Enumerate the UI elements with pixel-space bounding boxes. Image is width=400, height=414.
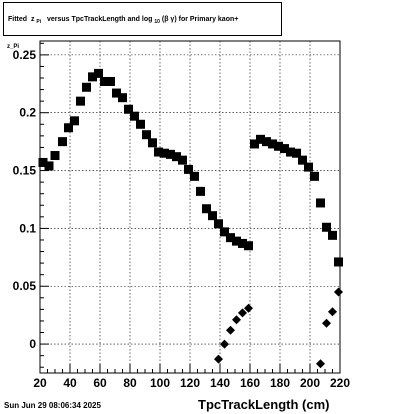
y-axis-label: z_Pi xyxy=(7,44,20,50)
square-marker xyxy=(238,238,247,248)
square-marker xyxy=(154,147,163,157)
square-marker xyxy=(232,236,241,246)
square-marker xyxy=(112,88,121,98)
square-marker xyxy=(334,257,343,267)
x-tick-label: 80 xyxy=(123,376,137,390)
x-axis-label: TpcTrackLength (cm) xyxy=(198,397,330,412)
x-tick-label: 220 xyxy=(330,376,350,390)
square-marker xyxy=(106,76,115,86)
diamond-marker xyxy=(316,359,325,369)
square-marker xyxy=(50,151,60,161)
title-middle: versus TpcTrackLength and log xyxy=(46,16,153,23)
y-tick-label: 0.15 xyxy=(13,164,37,178)
square-marker xyxy=(310,171,319,181)
square-marker xyxy=(130,111,139,121)
square-marker xyxy=(214,219,223,229)
diamond-marker xyxy=(220,339,229,349)
square-marker xyxy=(148,138,157,148)
square-marker xyxy=(178,155,187,165)
square-marker xyxy=(304,162,313,172)
diamond-marker xyxy=(328,307,337,317)
square-marker xyxy=(328,230,337,240)
title-beta-gamma: (β γ) xyxy=(161,16,177,23)
square-marker xyxy=(202,204,211,214)
square-marker xyxy=(196,186,205,196)
square-marker xyxy=(316,198,325,208)
y-tick-label: 0.25 xyxy=(13,48,37,62)
x-tick-label: 180 xyxy=(270,376,290,390)
square-marker xyxy=(142,130,151,140)
square-marker xyxy=(298,155,307,165)
square-marker xyxy=(244,241,253,251)
y-tick-label: 0 xyxy=(29,337,36,351)
title-var-sub: Pi xyxy=(36,19,42,25)
data-markers xyxy=(38,68,343,369)
chart-title: Fitted z Pi versus TpcTrackLength and lo… xyxy=(3,2,282,36)
square-marker xyxy=(82,82,91,92)
y-tick-label: 0.05 xyxy=(13,279,37,293)
square-marker xyxy=(160,148,169,158)
square-marker xyxy=(100,76,109,86)
title-prefix: Fitted xyxy=(8,16,28,23)
square-marker xyxy=(88,72,97,82)
square-marker xyxy=(58,137,67,147)
square-marker xyxy=(286,147,295,157)
square-marker xyxy=(208,211,217,221)
title-log-sub: 10 xyxy=(154,19,160,25)
square-marker xyxy=(38,157,48,167)
square-marker xyxy=(250,139,259,149)
square-marker xyxy=(220,227,229,237)
square-marker xyxy=(190,171,199,181)
square-marker xyxy=(256,134,265,144)
square-marker xyxy=(124,104,133,114)
tick-labels: 20 40 60 80 100 120 140 160 180 200 220 0 0.05 0.1 0.1… xyxy=(13,48,351,390)
x-tick-label: 100 xyxy=(150,376,170,390)
square-marker xyxy=(268,139,277,149)
title-var: z xyxy=(30,16,35,23)
square-marker xyxy=(166,149,175,159)
square-marker xyxy=(226,233,235,243)
square-marker xyxy=(94,68,103,78)
title-suffix: for Primary kaon+ xyxy=(178,16,239,23)
square-marker xyxy=(76,96,85,106)
grid xyxy=(40,41,340,373)
y-tick-label: 0.1 xyxy=(19,221,36,235)
diamond-marker xyxy=(322,318,331,328)
square-marker xyxy=(64,123,73,133)
square-marker xyxy=(184,164,193,174)
square-marker xyxy=(280,144,289,154)
diamond-marker xyxy=(238,308,247,318)
square-marker xyxy=(172,152,181,162)
square-marker xyxy=(262,137,271,147)
diamond-marker xyxy=(334,287,343,297)
square-marker xyxy=(44,161,54,171)
timestamp: Sun Jun 29 08:06:34 2025 xyxy=(4,401,101,410)
x-tick-label: 120 xyxy=(180,376,200,390)
diamond-marker xyxy=(244,303,253,313)
square-marker xyxy=(70,116,79,126)
x-tick-label: 60 xyxy=(93,376,107,390)
square-marker xyxy=(118,93,127,103)
y-tick-label: 0.2 xyxy=(19,106,36,120)
square-marker xyxy=(322,222,331,232)
axis-ticks xyxy=(39,42,341,373)
square-marker xyxy=(292,148,301,158)
square-marker xyxy=(136,119,145,129)
diamond-marker xyxy=(226,325,235,335)
x-tick-label: 200 xyxy=(300,376,320,390)
diamond-marker xyxy=(214,354,223,364)
diamond-marker xyxy=(232,315,241,325)
square-marker xyxy=(274,141,283,151)
x-tick-label: 140 xyxy=(210,376,230,390)
x-tick-label: 160 xyxy=(240,376,260,390)
x-tick-label: 40 xyxy=(63,376,77,390)
x-tick-label: 20 xyxy=(33,376,47,390)
